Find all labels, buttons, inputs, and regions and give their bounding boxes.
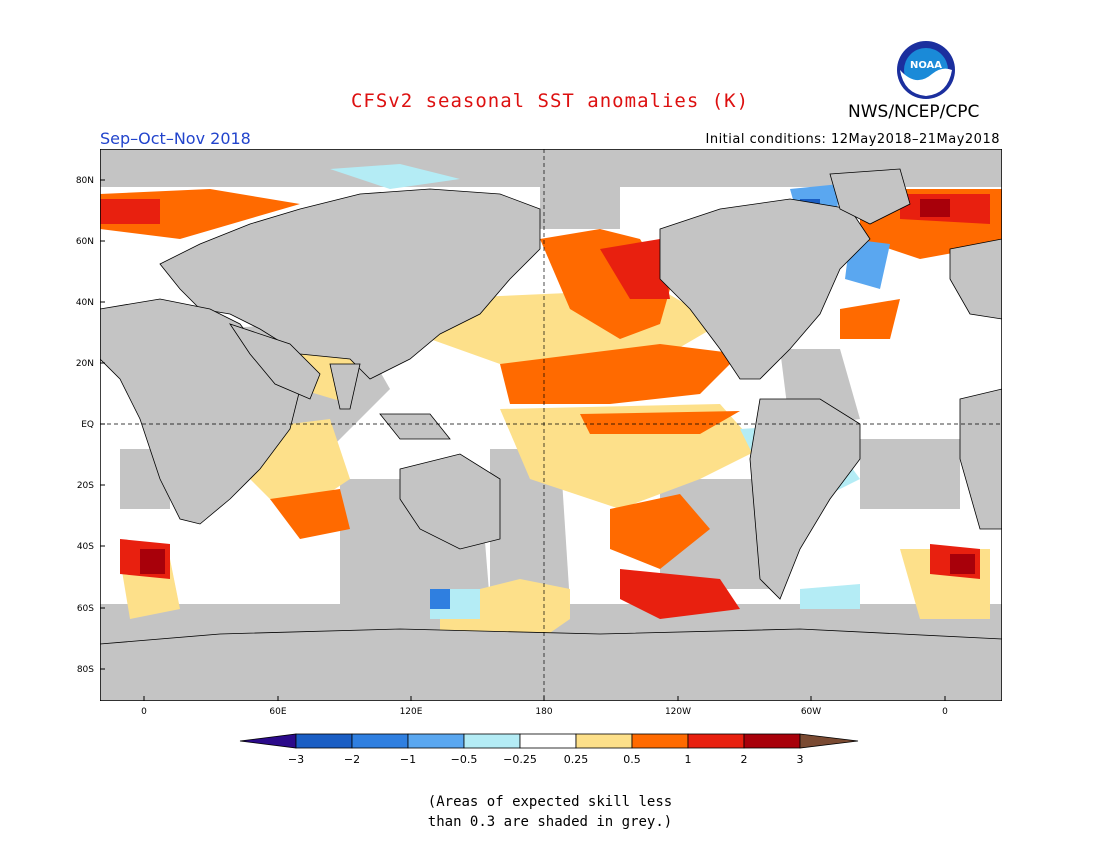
lat-axis: 80N 60N 40N 20N EQ 20S 40S 60S 80S (76, 176, 94, 675)
lon-label: 60W (801, 707, 821, 717)
sst-anomaly-map (100, 149, 1002, 701)
lon-label: 0 (942, 707, 948, 717)
initial-conditions: Initial conditions: 12May2018–21May2018 (705, 132, 1000, 147)
colorbar-tick: 3 (797, 753, 804, 766)
season-label: Sep–Oct–Nov 2018 (100, 129, 251, 148)
logo-text: NOAA (910, 60, 942, 71)
colorbar-tick: −0.5 (451, 753, 478, 766)
lat-label: 80N (76, 176, 94, 186)
colorbar: −3 −2 −1 −0.5 −0.25 0.25 0.5 1 2 3 (239, 733, 859, 766)
lat-label: 80S (77, 665, 94, 675)
lat-label: EQ (81, 420, 94, 430)
anomaly-patches (100, 164, 1002, 701)
colorbar-swatch (631, 733, 689, 749)
colorbar-tick: −0.25 (503, 753, 537, 766)
map-title: CFSv2 seasonal SST anomalies (K) (350, 90, 750, 112)
colorbar-tick: −3 (288, 753, 304, 766)
colorbar-tick: −2 (344, 753, 360, 766)
skill-note-line: than 0.3 are shaded in grey.) (427, 814, 673, 830)
lat-label: 60N (76, 237, 94, 247)
grid-lines (100, 149, 1002, 701)
agency-label: NWS/NCEP/CPC (848, 102, 980, 122)
colorbar-tick: 0.25 (564, 753, 589, 766)
lat-label: 40S (77, 542, 94, 552)
colorbar-swatch (687, 733, 745, 749)
lon-axis: 0 60E 120E 180 120W 60W 0 (141, 707, 948, 717)
colorbar-tick: 1 (685, 753, 692, 766)
tick-marks (100, 179, 946, 701)
colorbar-swatch (575, 733, 633, 749)
lon-label: 120E (400, 707, 423, 717)
colorbar-swatch (351, 733, 409, 749)
lat-label: 20S (77, 481, 94, 491)
lat-label: 60S (77, 604, 94, 614)
colorbar-swatch (519, 733, 577, 749)
colorbar-swatches (239, 733, 859, 749)
colorbar-swatch (407, 733, 465, 749)
colorbar-swatch (743, 733, 801, 749)
lon-label: 180 (535, 707, 552, 717)
lon-label: 120W (665, 707, 691, 717)
noaa-logo: NOAA (897, 41, 955, 99)
colorbar-swatch (463, 733, 521, 749)
colorbar-tick: −1 (400, 753, 416, 766)
skill-note-line: (Areas of expected skill less (427, 794, 673, 810)
colorbar-swatch-highest (799, 733, 859, 749)
lon-label: 60E (269, 707, 286, 717)
colorbar-tick: 2 (741, 753, 748, 766)
colorbar-swatch (295, 733, 353, 749)
colorbar-tick: 0.5 (623, 753, 641, 766)
skill-note: (Areas of expected skill less than 0.3 a… (0, 792, 1100, 832)
lat-label: 40N (76, 298, 94, 308)
lon-label: 0 (141, 707, 147, 717)
colorbar-swatch-lowest (239, 733, 297, 749)
continents (100, 168, 1002, 701)
lat-label: 20N (76, 359, 94, 369)
